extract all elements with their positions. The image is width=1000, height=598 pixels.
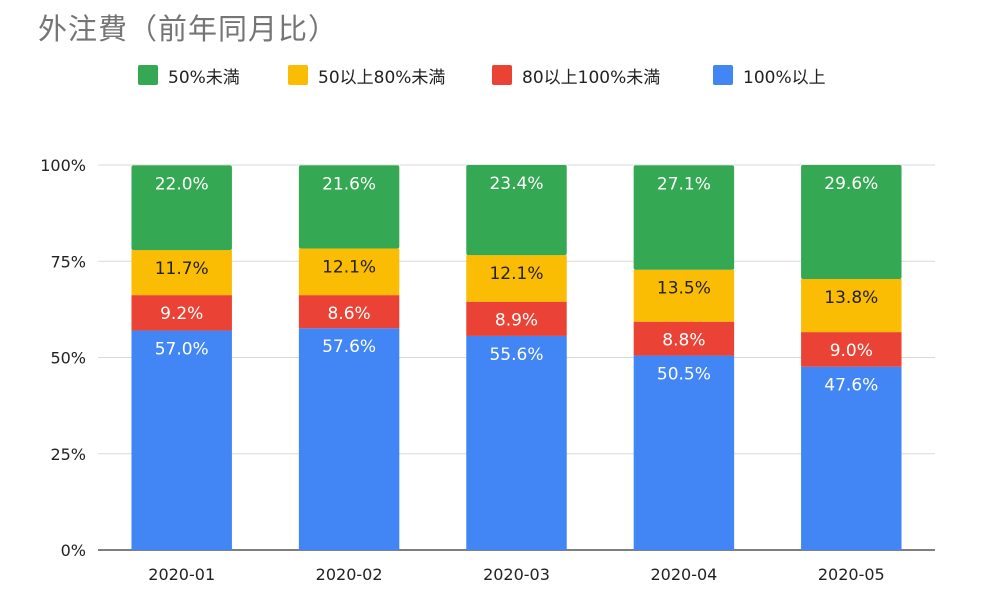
data-label: 47.6%	[824, 376, 878, 396]
data-label: 8.9%	[495, 311, 538, 331]
data-label: 55.6%	[489, 345, 543, 365]
y-tick-label: 50%	[50, 349, 86, 368]
legend-swatch	[288, 65, 308, 85]
bar-segment[interactable]	[466, 335, 567, 550]
data-label: 13.5%	[657, 279, 711, 299]
legend-item-ge100[interactable]: 100%以上	[713, 60, 826, 90]
data-label: 27.1%	[657, 174, 711, 194]
legend-label: 80以上100%未満	[522, 67, 661, 88]
x-tick-label: 2020-04	[650, 565, 717, 584]
y-tick-label: 100%	[40, 156, 86, 175]
legend-label: 50%未満	[168, 67, 240, 88]
legend-swatch	[492, 65, 512, 85]
bar-segment[interactable]	[633, 355, 735, 550]
data-label: 12.1%	[489, 264, 543, 284]
bar-segment[interactable]	[801, 366, 902, 550]
legend-swatch	[138, 65, 158, 85]
data-label: 8.6%	[327, 304, 370, 324]
bars: 57.0% 9.2% 11.7% 22.0% 57.6% 8.6% 12.1% 21.6% 55…	[131, 165, 902, 550]
legend-item-50to80[interactable]: 50以上80%未満	[288, 60, 445, 90]
y-axis: 0% 25% 50% 75% 100%	[40, 156, 86, 560]
data-label: 9.0%	[830, 341, 873, 361]
x-tick-label: 2020-05	[818, 565, 885, 584]
data-label: 9.2%	[160, 304, 203, 324]
legend-label: 100%以上	[743, 67, 826, 88]
x-tick-label: 2020-01	[148, 565, 215, 584]
bar-segment[interactable]	[298, 328, 400, 550]
data-label: 23.4%	[489, 174, 543, 194]
y-tick-label: 0%	[61, 541, 86, 560]
bar-segment[interactable]	[801, 165, 902, 279]
x-tick-label: 2020-03	[483, 565, 550, 584]
data-label: 12.1%	[322, 258, 376, 278]
bar-segment[interactable]	[801, 278, 902, 333]
data-label: 22.0%	[155, 174, 209, 194]
bar-segment[interactable]	[298, 248, 400, 296]
data-label: 29.6%	[824, 174, 878, 194]
legend-label: 50以上80%未満	[318, 67, 446, 88]
data-label: 21.6%	[322, 174, 376, 194]
bar-segment[interactable]	[131, 250, 232, 296]
bar-segment[interactable]	[131, 165, 232, 251]
bar-segment[interactable]	[466, 255, 567, 302]
legend: 50%未満 50以上80%未満 80以上100%未満 100%以上	[0, 60, 1000, 90]
data-label: 8.8%	[662, 331, 705, 351]
data-label: 50.5%	[657, 365, 711, 385]
data-label: 57.0%	[155, 340, 209, 360]
data-label: 11.7%	[155, 259, 209, 279]
bar-segment[interactable]	[131, 330, 232, 550]
bar-segment[interactable]	[633, 321, 735, 356]
legend-item-lt50[interactable]: 50%未満	[138, 60, 240, 90]
x-axis: 2020-01 2020-02 2020-03 2020-04 2020-05	[148, 565, 884, 584]
y-tick-label: 25%	[50, 445, 86, 464]
bar-segment[interactable]	[131, 295, 232, 331]
bar-segment[interactable]	[466, 165, 567, 256]
legend-swatch	[713, 65, 733, 85]
bar-segment[interactable]	[298, 165, 400, 249]
bar-segment[interactable]	[298, 295, 400, 329]
data-label: 13.8%	[824, 288, 878, 308]
bar-segment[interactable]	[466, 301, 567, 336]
data-label: 57.6%	[322, 337, 376, 357]
x-tick-label: 2020-02	[316, 565, 383, 584]
bar-segment[interactable]	[633, 269, 735, 322]
y-tick-label: 75%	[50, 252, 86, 271]
bar-segment[interactable]	[633, 165, 735, 270]
bar-segment[interactable]	[801, 332, 902, 367]
chart-title: 外注費（前年同月比）	[38, 12, 339, 46]
legend-item-80to100[interactable]: 80以上100%未満	[492, 60, 660, 90]
